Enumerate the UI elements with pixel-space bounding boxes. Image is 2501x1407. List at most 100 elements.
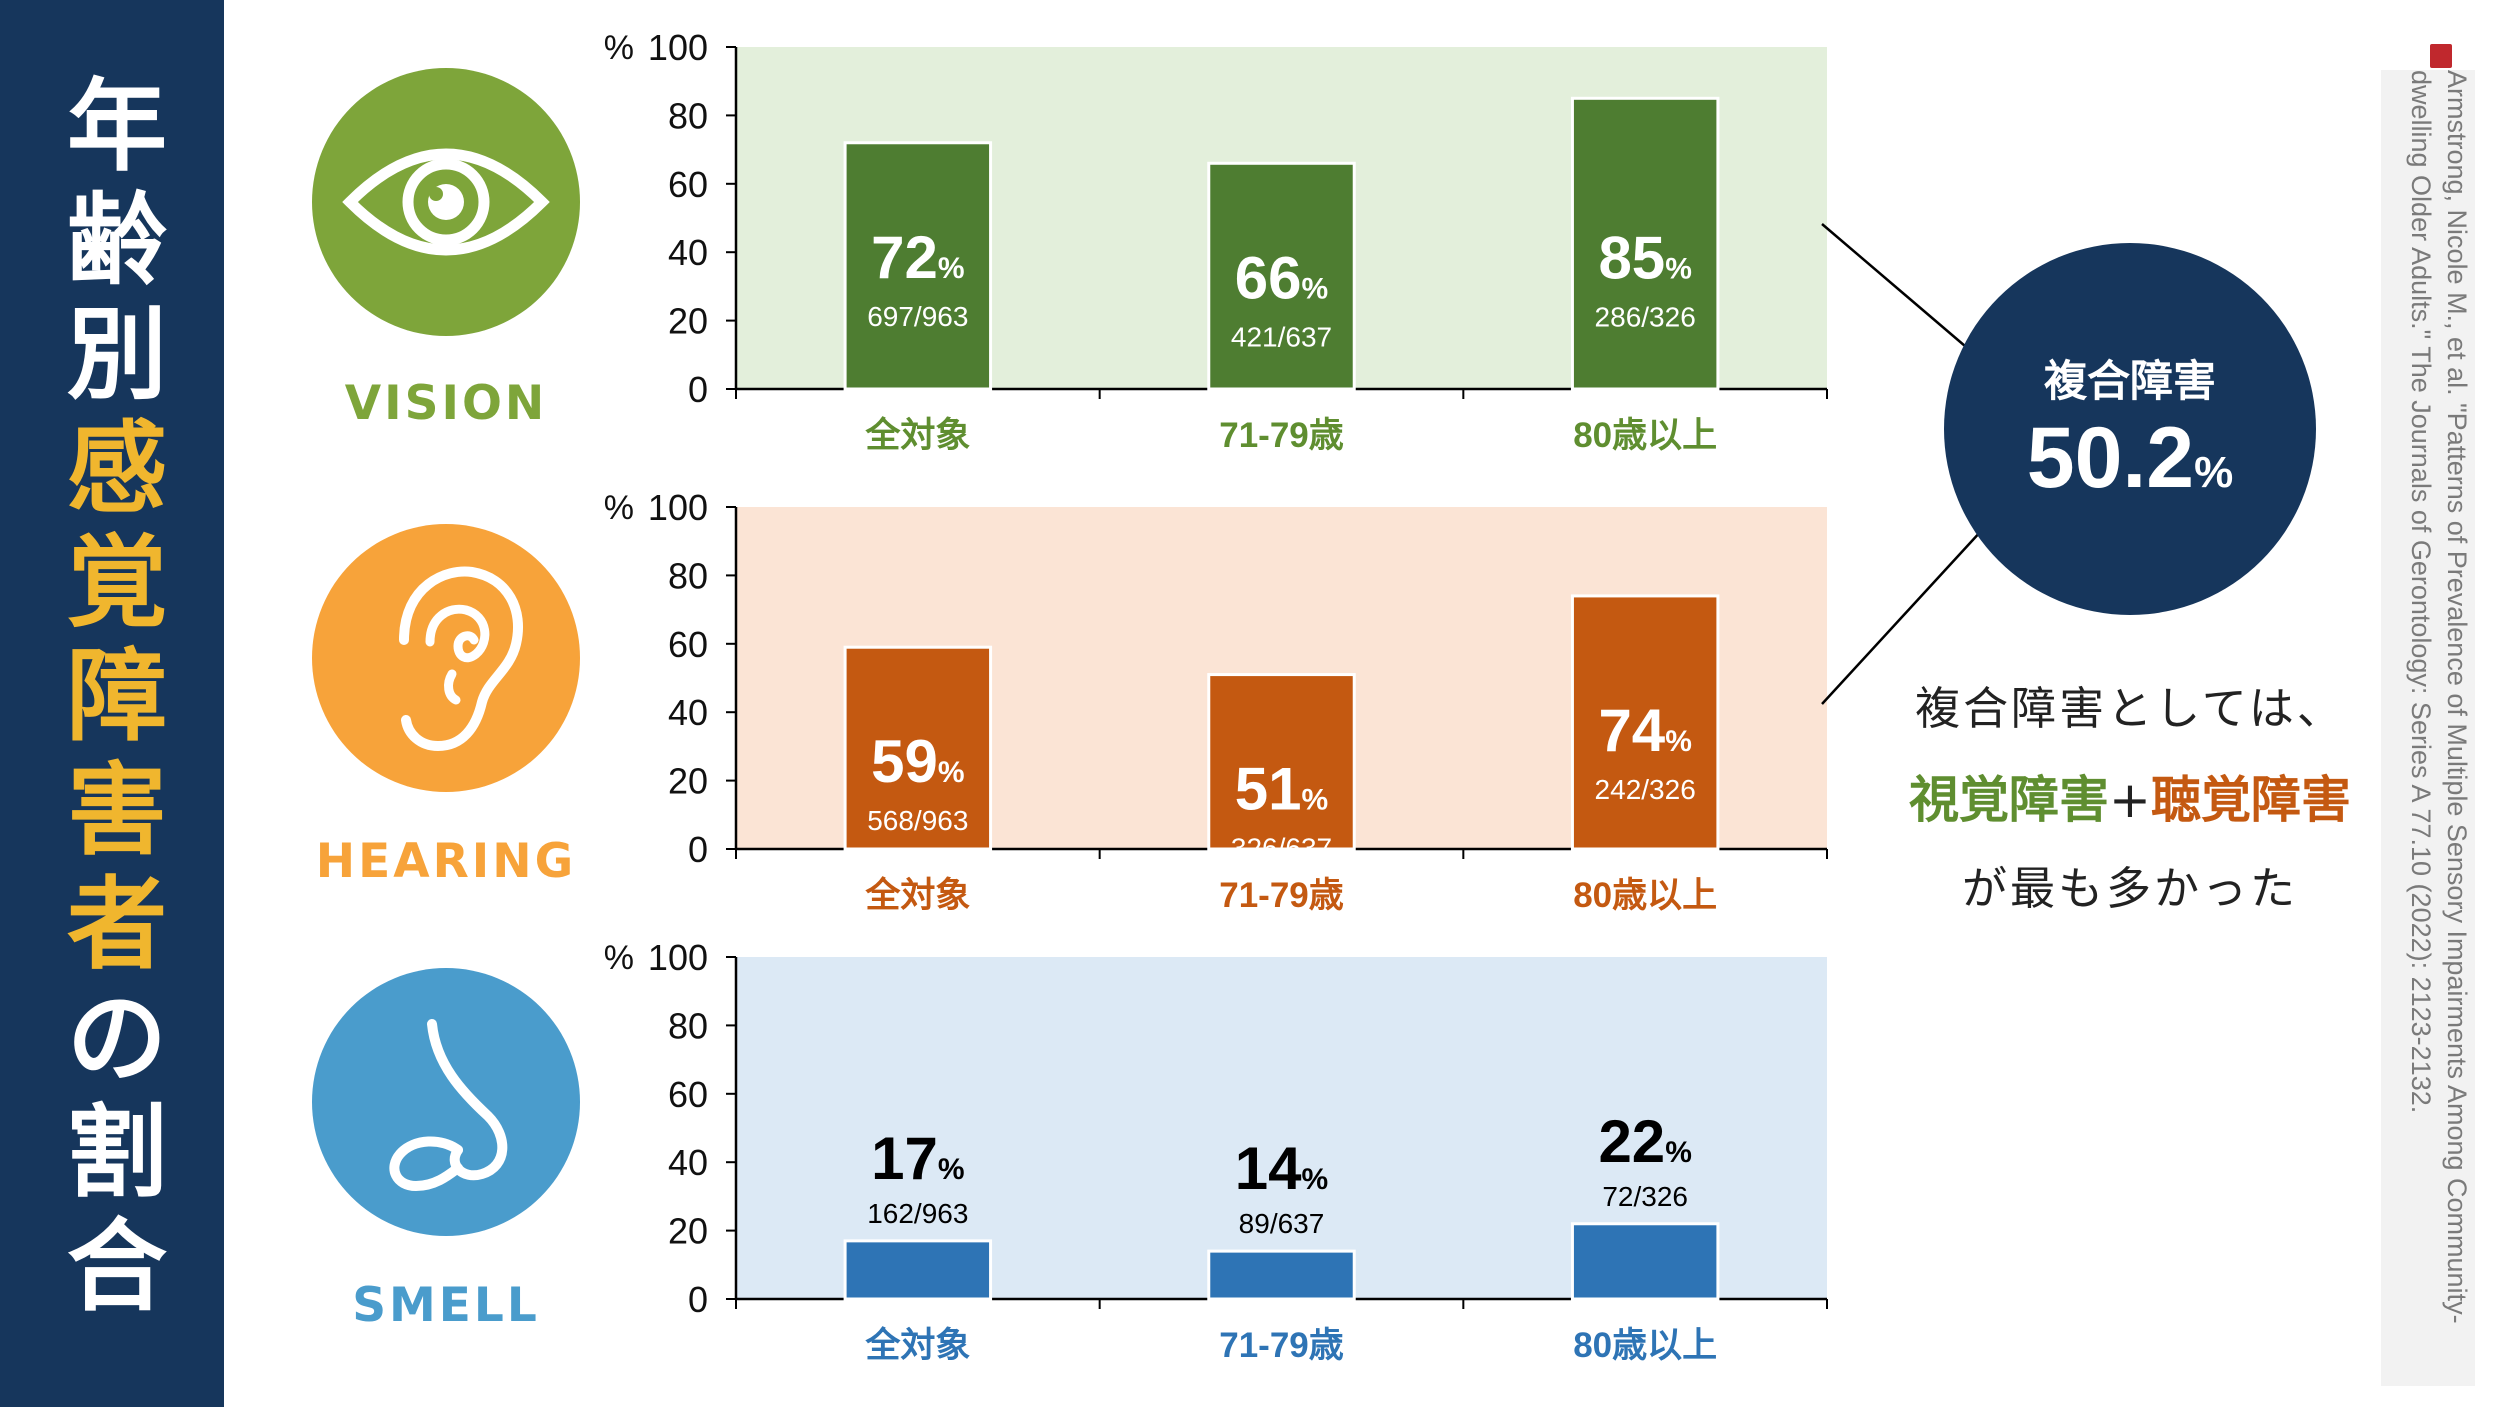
y-tick-label: 40 bbox=[668, 1142, 708, 1183]
bar bbox=[843, 645, 993, 851]
y-tick-label: 80 bbox=[668, 555, 708, 596]
vision-label: VISION bbox=[344, 376, 548, 431]
book-icon bbox=[2430, 44, 2452, 68]
title-char: 齢 bbox=[67, 182, 167, 299]
hearing-chart: 0 20 40 60 80 100% 全対象 59% 568/963 71-79歳 51% 326/6… bbox=[604, 487, 1828, 915]
fraction-label: 286/326 bbox=[1595, 301, 1696, 332]
category-label: 71-79歳 bbox=[1219, 876, 1344, 915]
category-label: 80歳以上 bbox=[1573, 416, 1717, 455]
value-number: 72 bbox=[871, 224, 938, 291]
value-unit: % bbox=[1302, 784, 1329, 817]
y-tick-label: 0 bbox=[688, 829, 708, 870]
ear-icon bbox=[312, 524, 580, 792]
value-unit: % bbox=[938, 252, 965, 285]
value-number: 74 bbox=[1598, 697, 1665, 764]
value-unit: % bbox=[938, 1153, 965, 1186]
value-unit: % bbox=[1302, 1163, 1329, 1196]
title-char: 障 bbox=[67, 638, 167, 755]
category-label: 全対象 bbox=[864, 875, 970, 915]
note-hearing: 聴覚障害 bbox=[2150, 771, 2351, 829]
value-unit: % bbox=[1665, 252, 1692, 285]
category-label: 80歳以上 bbox=[1573, 1326, 1717, 1365]
value-unit: % bbox=[1302, 272, 1329, 305]
value-label: 59% bbox=[871, 728, 964, 795]
combined-unit: % bbox=[2194, 448, 2234, 497]
combined-number: 50.2 bbox=[2026, 410, 2195, 506]
title-char: 割 bbox=[67, 1094, 167, 1211]
bar bbox=[1207, 161, 1356, 391]
combined-label: 複合障害 bbox=[2044, 357, 2216, 407]
title-char: 者 bbox=[67, 866, 167, 983]
y-tick-label: 60 bbox=[668, 1074, 708, 1115]
title-char: 感 bbox=[67, 410, 167, 527]
value-number: 14 bbox=[1235, 1135, 1302, 1202]
y-tick-label: 40 bbox=[668, 692, 708, 733]
y-tick-label: 100 bbox=[648, 487, 708, 528]
fraction-label: 89/637 bbox=[1239, 1208, 1325, 1239]
y-tick-label: 100 bbox=[648, 27, 708, 68]
y-tick-label: 20 bbox=[668, 761, 708, 802]
y-tick-label: 20 bbox=[668, 1211, 708, 1252]
category-label: 80歳以上 bbox=[1573, 876, 1717, 915]
value-label: 85% bbox=[1598, 224, 1691, 291]
bar bbox=[1570, 1222, 1720, 1301]
eye-icon bbox=[312, 68, 580, 336]
title-char: の bbox=[67, 980, 167, 1097]
value-label: 17% bbox=[871, 1125, 964, 1192]
value-number: 17 bbox=[871, 1125, 938, 1192]
y-tick-label: 0 bbox=[688, 1279, 708, 1320]
value-number: 66 bbox=[1235, 244, 1302, 311]
y-tick-label: 20 bbox=[668, 301, 708, 342]
fraction-label: 326/637 bbox=[1231, 833, 1332, 864]
connector-line-vision bbox=[1821, 223, 1973, 353]
y-axis-unit: % bbox=[604, 939, 634, 977]
value-label: 66% bbox=[1235, 244, 1328, 311]
smell-chart: 0 20 40 60 80 100% 全対象 17% 162/963 71-79歳 14% 89/63… bbox=[604, 937, 1828, 1365]
fraction-label: 72/326 bbox=[1602, 1181, 1688, 1212]
y-tick-label: 0 bbox=[688, 369, 708, 410]
note-plus: + bbox=[2109, 771, 2151, 829]
value-unit: % bbox=[938, 756, 965, 789]
category-label: 71-79歳 bbox=[1219, 416, 1344, 455]
title-char: 年 bbox=[67, 68, 167, 185]
y-tick-label: 60 bbox=[668, 164, 708, 205]
y-tick-label: 40 bbox=[668, 232, 708, 273]
bar bbox=[843, 1239, 993, 1301]
citation-panel bbox=[2381, 70, 2475, 1386]
note-vision: 視覚障害 bbox=[1909, 771, 2110, 829]
value-label: 51% bbox=[1235, 756, 1328, 823]
note-line-3: が最も多かった bbox=[1961, 862, 2298, 915]
bar bbox=[1207, 673, 1356, 851]
bar bbox=[1570, 96, 1720, 391]
y-tick-label: 60 bbox=[668, 624, 708, 665]
sidebar: 年 齢 別 感 覚 障 害 者 の 割 合 bbox=[0, 0, 224, 1407]
y-axis-unit: % bbox=[604, 489, 634, 527]
value-unit: % bbox=[1665, 1136, 1692, 1169]
hearing-label: HEARING bbox=[315, 834, 577, 889]
y-axis-unit: % bbox=[604, 29, 634, 67]
fraction-label: 568/963 bbox=[867, 805, 968, 836]
category-label: 全対象 bbox=[864, 1325, 970, 1365]
value-label: 14% bbox=[1235, 1135, 1328, 1202]
title-char: 覚 bbox=[67, 524, 167, 641]
value-label: 22% bbox=[1598, 1108, 1691, 1175]
value-label: 74% bbox=[1598, 697, 1691, 764]
nose-icon bbox=[312, 968, 580, 1236]
smell-label: SMELL bbox=[352, 1278, 540, 1333]
bar bbox=[843, 141, 993, 391]
title-char: 別 bbox=[67, 296, 167, 413]
fraction-label: 242/326 bbox=[1595, 774, 1696, 805]
y-tick-label: 80 bbox=[668, 1005, 708, 1046]
value-number: 51 bbox=[1235, 756, 1302, 823]
combined-impairment-bubble: 複合障害 50.2% bbox=[1944, 243, 2316, 615]
fraction-label: 162/963 bbox=[867, 1198, 968, 1229]
connector-line-hearing bbox=[1821, 529, 1983, 705]
bar bbox=[1207, 1249, 1356, 1301]
connector-lines bbox=[1821, 223, 1983, 705]
y-tick-label: 100 bbox=[648, 937, 708, 978]
title-char: 害 bbox=[67, 752, 167, 869]
value-number: 85 bbox=[1598, 224, 1665, 291]
fraction-label: 421/637 bbox=[1231, 321, 1332, 352]
note-line-2: 視覚障害+聴覚障害 bbox=[1880, 760, 2380, 832]
value-label: 72% bbox=[871, 224, 964, 291]
